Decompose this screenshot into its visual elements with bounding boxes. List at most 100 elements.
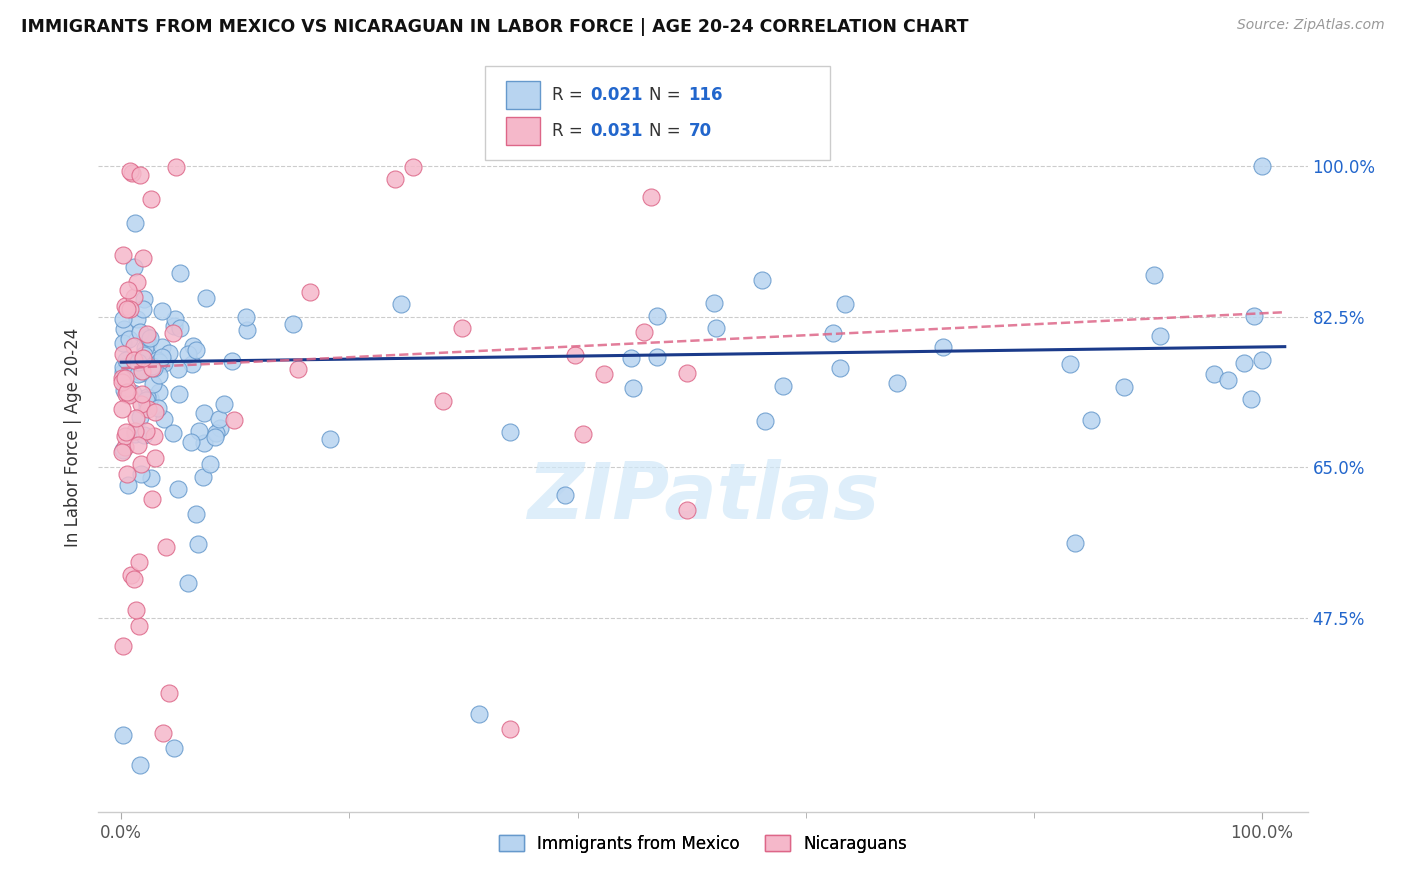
Point (111, 335, 134, 350)
Point (141, 359, 163, 373)
Point (620, 351, 643, 366)
Point (1063, 536, 1085, 550)
Point (124, 290, 146, 304)
Point (633, 325, 655, 339)
Text: N =: N = (648, 122, 686, 140)
Point (169, 266, 191, 280)
Text: IMMIGRANTS FROM MEXICO VS NICARAGUAN IN LABOR FORCE | AGE 20-24 CORRELATION CHAR: IMMIGRANTS FROM MEXICO VS NICARAGUAN IN … (21, 18, 969, 36)
Point (112, 347, 135, 361)
Point (111, 442, 134, 457)
Point (111, 359, 134, 374)
Point (121, 166, 143, 180)
Point (122, 339, 145, 353)
Point (647, 350, 669, 364)
Point (125, 602, 148, 616)
Point (139, 193, 162, 207)
Point (131, 387, 153, 401)
Point (169, 321, 191, 335)
Point (138, 392, 160, 406)
Point (886, 376, 908, 390)
Point (148, 401, 170, 415)
Point (451, 321, 474, 335)
Point (153, 411, 176, 425)
Point (150, 340, 173, 354)
Point (143, 361, 166, 376)
Point (564, 347, 586, 361)
Point (167, 387, 190, 401)
Point (204, 429, 226, 443)
Point (205, 425, 228, 440)
Point (828, 360, 851, 375)
Point (468, 707, 491, 722)
Legend: Immigrants from Mexico, Nicaraguans: Immigrants from Mexico, Nicaraguans (492, 829, 914, 860)
Point (821, 326, 844, 340)
Point (141, 491, 163, 506)
Point (129, 397, 152, 411)
Point (209, 420, 232, 434)
Point (111, 402, 134, 417)
Point (117, 388, 139, 402)
Point (153, 356, 176, 370)
Point (751, 273, 773, 287)
Point (318, 432, 340, 446)
Point (499, 425, 522, 440)
Point (111, 365, 134, 379)
Point (402, 160, 425, 174)
Point (177, 347, 200, 361)
Point (1143, 268, 1166, 283)
Point (703, 296, 725, 310)
Point (645, 309, 668, 323)
Text: Source: ZipAtlas.com: Source: ZipAtlas.com (1237, 18, 1385, 32)
Point (136, 390, 159, 404)
Point (127, 437, 149, 451)
Point (112, 248, 135, 262)
Point (389, 297, 412, 311)
Point (135, 392, 157, 407)
Point (129, 467, 152, 481)
Point (112, 728, 135, 742)
Point (148, 354, 170, 368)
Point (148, 368, 170, 382)
Point (143, 405, 166, 419)
Point (128, 619, 150, 633)
Point (114, 300, 136, 314)
Point (115, 301, 138, 316)
Point (136, 330, 159, 344)
Point (621, 381, 644, 395)
Point (163, 318, 186, 333)
Point (139, 470, 162, 484)
Point (115, 385, 138, 400)
Point (176, 576, 198, 591)
Point (125, 410, 148, 425)
Point (193, 406, 215, 420)
Point (1251, 352, 1274, 367)
Point (152, 726, 174, 740)
Point (834, 297, 856, 311)
Text: ZIPatlas: ZIPatlas (527, 459, 879, 535)
Point (298, 285, 321, 299)
Point (157, 345, 180, 359)
Point (141, 361, 163, 376)
Point (1202, 367, 1225, 381)
Point (118, 302, 141, 317)
Point (772, 379, 794, 393)
Point (136, 336, 159, 351)
Point (122, 572, 145, 586)
Point (114, 429, 136, 443)
Point (1233, 356, 1256, 370)
Point (554, 488, 576, 502)
Text: R =: R = (551, 86, 588, 104)
Point (117, 478, 139, 492)
Point (131, 457, 153, 471)
Point (704, 320, 727, 334)
Point (675, 503, 697, 517)
Point (134, 292, 156, 306)
Point (127, 355, 149, 369)
Point (200, 458, 222, 472)
Point (129, 366, 152, 380)
Point (135, 424, 157, 438)
Point (150, 350, 173, 364)
Point (676, 366, 699, 380)
Point (184, 507, 207, 521)
Point (1059, 357, 1081, 371)
